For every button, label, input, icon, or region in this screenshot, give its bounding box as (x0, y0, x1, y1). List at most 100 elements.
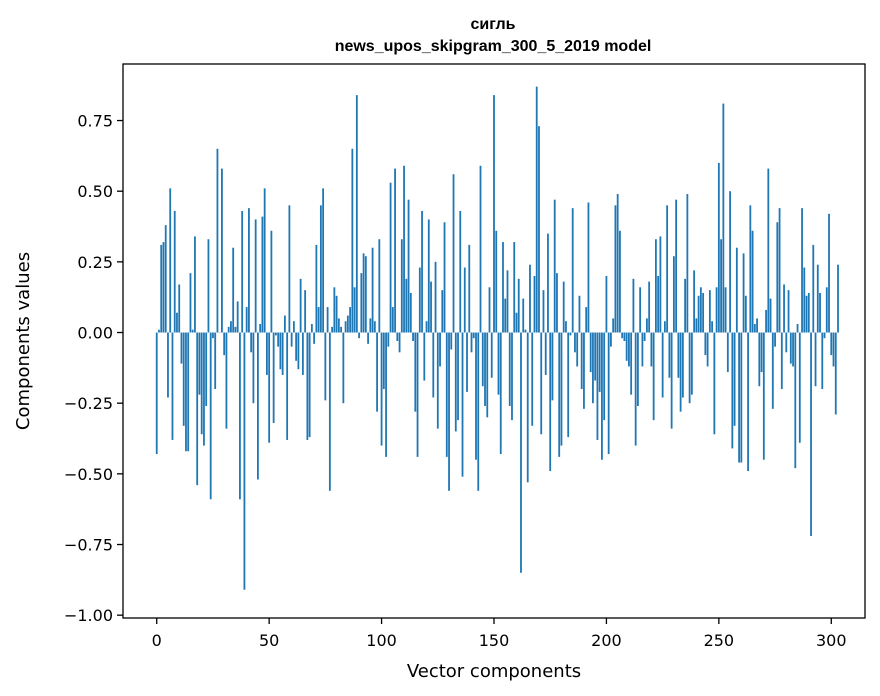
bar-50 (268, 332, 271, 443)
bar-151 (495, 230, 498, 333)
bar-110 (403, 165, 405, 333)
bar-94 (367, 332, 369, 344)
bar-75 (324, 332, 327, 401)
bar-78 (331, 326, 334, 333)
bar-69 (310, 324, 313, 333)
bar-168 (533, 275, 536, 333)
bar-270 (762, 332, 765, 460)
bar-239 (693, 270, 696, 333)
bar-280 (785, 332, 788, 353)
bar-115 (414, 332, 417, 412)
bar-166 (529, 264, 531, 333)
bar-275 (774, 332, 776, 347)
bar-169 (535, 86, 538, 333)
x-tick-label: 200 (591, 631, 622, 650)
bar-182 (565, 321, 567, 333)
bar-140 (470, 332, 473, 353)
bar-224 (659, 236, 662, 333)
bar-122 (430, 281, 432, 333)
bar-34 (232, 247, 235, 333)
bar-128 (443, 222, 446, 333)
bar-51 (270, 230, 273, 333)
bar-9 (176, 312, 178, 333)
bar-6 (169, 188, 172, 333)
bar-238 (690, 332, 693, 395)
bar-5 (167, 332, 169, 398)
bar-64 (299, 278, 302, 333)
bar-155 (504, 298, 507, 333)
bar-190 (583, 332, 585, 409)
bar-150 (493, 95, 495, 333)
bar-53 (275, 332, 277, 336)
bar-195 (594, 332, 597, 381)
bar-268 (758, 332, 761, 387)
bar-269 (760, 332, 763, 373)
bar-265 (751, 230, 754, 333)
bar-81 (337, 318, 340, 333)
y-tick-label: 0.75 (77, 112, 113, 131)
bar-106 (394, 168, 396, 333)
bar-208 (623, 332, 626, 341)
bar-294 (816, 264, 819, 333)
bar-223 (657, 275, 660, 333)
bar-293 (814, 332, 817, 387)
bar-96 (371, 247, 374, 333)
bar-292 (812, 244, 815, 333)
bar-127 (441, 290, 444, 333)
bar-121 (427, 219, 430, 333)
bar-273 (769, 298, 772, 333)
bar-111 (405, 278, 408, 333)
bars-group (155, 86, 839, 590)
bar-230 (672, 256, 675, 333)
bar-136 (461, 332, 464, 477)
bar-102 (385, 332, 387, 457)
bar-144 (479, 165, 482, 333)
bar-210 (628, 332, 630, 367)
y-axis-label: Components values (13, 252, 34, 430)
bar-109 (400, 239, 403, 333)
bar-212 (632, 278, 635, 333)
bar-16 (191, 329, 194, 333)
bar-213 (634, 332, 637, 446)
bar-117 (418, 267, 421, 333)
bar-157 (508, 332, 511, 407)
y-tick-label: −0.25 (64, 394, 113, 413)
bar-87 (351, 148, 354, 333)
bar-54 (277, 332, 280, 347)
bar-258 (735, 247, 738, 333)
x-tick-label: 0 (152, 631, 162, 650)
bar-298 (825, 287, 828, 333)
bar-211 (630, 332, 633, 395)
bar-202 (610, 332, 612, 347)
bar-31 (225, 332, 228, 429)
bar-279 (783, 284, 785, 333)
bar-156 (506, 270, 509, 333)
bar-84 (344, 321, 347, 333)
bar-260 (740, 332, 743, 463)
bar-134 (457, 332, 459, 421)
bar-99 (378, 239, 381, 333)
bar-7 (171, 332, 174, 440)
x-tick-label: 150 (479, 631, 510, 650)
bar-92 (362, 253, 365, 333)
bar-300 (830, 332, 833, 356)
bar-23 (207, 239, 210, 333)
bar-60 (290, 332, 293, 347)
bar-118 (421, 210, 423, 333)
y-tick-label: 0.50 (77, 182, 113, 201)
bar-65 (301, 332, 304, 375)
bar-44 (254, 219, 257, 333)
bar-15 (189, 273, 192, 333)
bar-26 (214, 332, 217, 390)
bar-288 (803, 267, 806, 333)
bar-164 (524, 329, 527, 333)
bar-216 (641, 332, 644, 367)
bar-219 (648, 281, 651, 333)
bar-25 (212, 332, 214, 339)
bar-247 (711, 321, 713, 333)
bar-162 (520, 332, 522, 573)
bar-120 (425, 321, 428, 333)
bar-123 (432, 332, 435, 398)
bar-243 (702, 292, 705, 333)
